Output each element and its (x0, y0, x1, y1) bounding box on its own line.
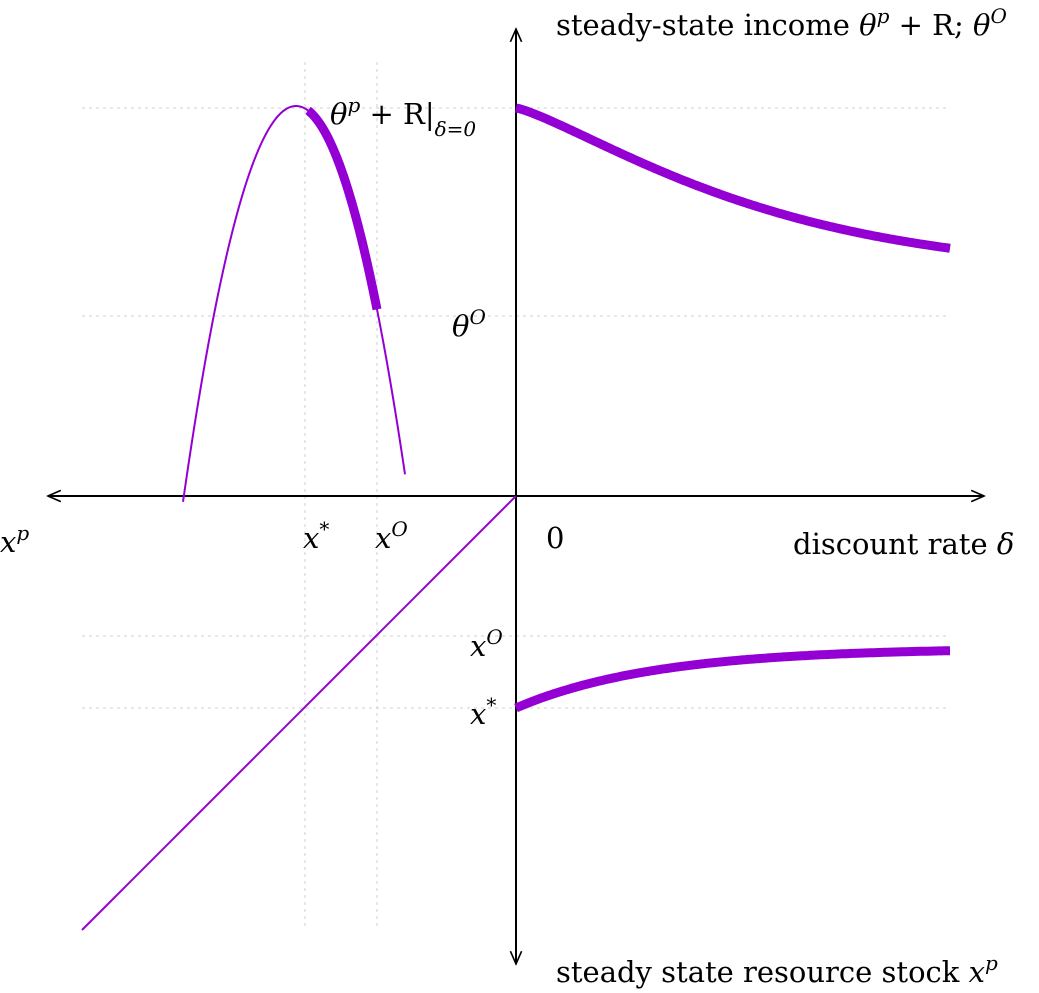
theta-o-label: θO (452, 305, 486, 343)
right-axis-label: discount rate δ (793, 527, 1014, 561)
top-axis-label: steady-state income θp + R; θO (556, 4, 1007, 42)
bottom-axis-label: steady state resource stock xp (556, 951, 998, 989)
x-star-horizontal-label: x* (303, 517, 329, 555)
stock-vs-discount-curve (514, 646, 950, 713)
peak-income-label: θp + R|δ=0 (330, 93, 476, 141)
45-degree-line (81, 495, 517, 931)
x-star-vertical-label: x* (470, 693, 496, 731)
origin-zero-label: 0 (546, 521, 564, 555)
income-parabola-highlight (305, 106, 382, 311)
x-o-horizontal-label: xO (375, 517, 408, 555)
x-o-vertical-label: xO (470, 625, 503, 663)
income-vs-discount-curve (515, 103, 951, 253)
left-axis-label: xp (0, 521, 29, 559)
